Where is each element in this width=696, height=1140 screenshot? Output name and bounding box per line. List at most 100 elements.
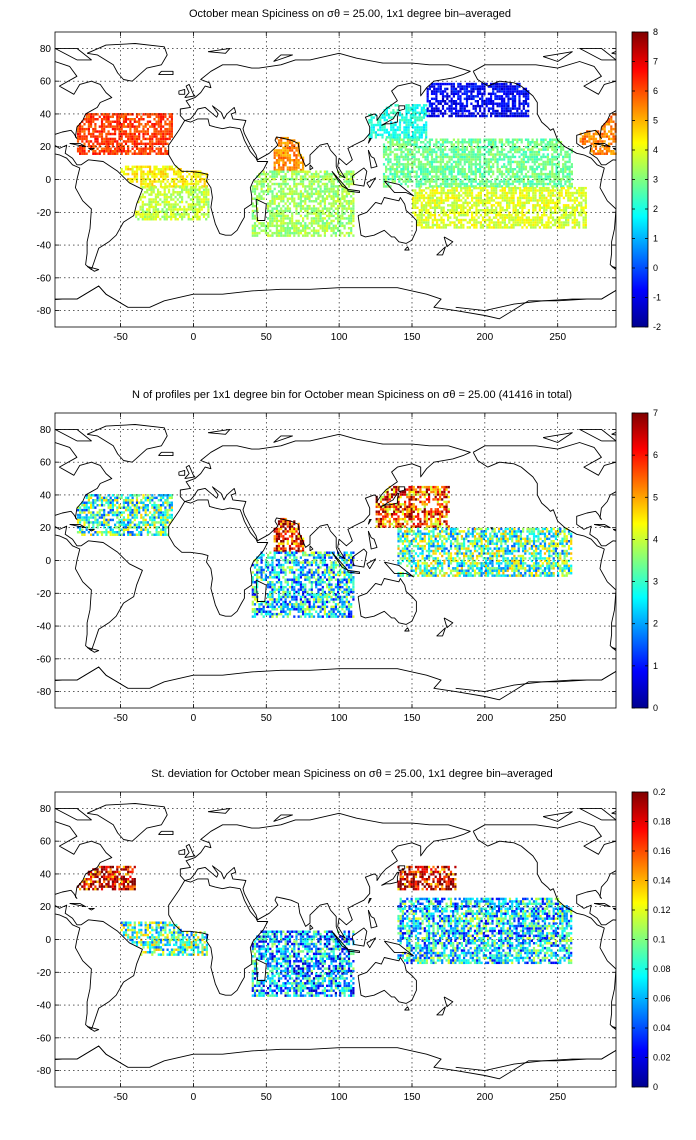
heatmap-cell bbox=[315, 197, 318, 200]
heatmap-cell bbox=[326, 222, 329, 225]
heatmap-cell bbox=[556, 199, 559, 202]
heatmap-cell bbox=[131, 132, 134, 136]
heatmap-cell bbox=[415, 175, 418, 178]
heatmap-cell bbox=[549, 177, 552, 181]
heatmap-cell bbox=[506, 216, 509, 219]
heatmap-cell bbox=[571, 204, 574, 207]
heatmap-cell bbox=[484, 186, 487, 190]
heatmap-cell bbox=[122, 113, 125, 116]
heatmap-cell bbox=[142, 165, 145, 169]
heatmap-cell bbox=[505, 87, 508, 91]
heatmap-cell bbox=[186, 175, 189, 178]
heatmap-cell bbox=[122, 130, 125, 133]
heatmap-cell bbox=[453, 206, 456, 209]
heatmap-cell bbox=[457, 204, 461, 207]
heatmap-cell bbox=[310, 200, 313, 203]
heatmap-cell bbox=[299, 231, 302, 235]
heatmap-cell bbox=[326, 229, 329, 232]
heatmap-cell bbox=[323, 222, 326, 225]
heatmap-cell bbox=[310, 185, 313, 188]
heatmap-cell bbox=[436, 201, 439, 205]
heatmap-cell bbox=[544, 182, 547, 186]
heatmap-cell bbox=[418, 116, 421, 119]
heatmap-region bbox=[382, 138, 573, 188]
heatmap-cell bbox=[475, 213, 478, 217]
heatmap-cell bbox=[379, 123, 382, 127]
heatmap-cell bbox=[155, 165, 158, 169]
heatmap-cell bbox=[321, 212, 324, 215]
heatmap-cell bbox=[551, 216, 555, 219]
heatmap-cell bbox=[527, 199, 530, 202]
heatmap-cell bbox=[273, 182, 276, 186]
heatmap-cell bbox=[470, 148, 473, 151]
heatmap-cell bbox=[522, 177, 525, 181]
heatmap-cell bbox=[422, 109, 426, 112]
heatmap-cell bbox=[569, 206, 572, 209]
heatmap-cell bbox=[120, 135, 123, 138]
heatmap-cell bbox=[170, 215, 173, 219]
heatmap-cell bbox=[451, 209, 454, 212]
heatmap-cell bbox=[332, 231, 335, 235]
heatmap-cell bbox=[505, 182, 508, 186]
heatmap-cell bbox=[140, 147, 143, 150]
heatmap-cell bbox=[420, 185, 423, 188]
heatmap-cell bbox=[465, 148, 469, 151]
heatmap-cell bbox=[414, 121, 417, 124]
heatmap-cell bbox=[510, 223, 513, 227]
heatmap-cell bbox=[131, 142, 134, 146]
heatmap-cell bbox=[142, 170, 145, 173]
heatmap-cell bbox=[501, 194, 504, 197]
heatmap-cell bbox=[567, 216, 570, 219]
heatmap-cell bbox=[508, 201, 511, 205]
heatmap-cell bbox=[452, 175, 455, 178]
heatmap-cell bbox=[416, 126, 419, 129]
heatmap-cell bbox=[308, 180, 311, 183]
heatmap-cell bbox=[439, 145, 442, 149]
heatmap-cell bbox=[472, 85, 475, 88]
heatmap-cell bbox=[520, 163, 523, 166]
heatmap-cell bbox=[450, 158, 453, 161]
heatmap-cell bbox=[476, 182, 479, 186]
heatmap-cell bbox=[524, 112, 528, 115]
heatmap-cell bbox=[441, 100, 445, 103]
heatmap-cell bbox=[297, 212, 300, 215]
heatmap-cell bbox=[575, 221, 579, 224]
heatmap-cell bbox=[118, 145, 121, 148]
heatmap-cell bbox=[326, 195, 329, 198]
heatmap-cell bbox=[496, 102, 499, 105]
heatmap-cell bbox=[304, 175, 307, 178]
heatmap-cell bbox=[425, 113, 428, 117]
heatmap-cell bbox=[321, 207, 324, 210]
heatmap-cell bbox=[499, 189, 502, 192]
heatmap-cell bbox=[575, 189, 579, 192]
heatmap-cell bbox=[352, 197, 355, 200]
heatmap-cell bbox=[422, 165, 425, 169]
heatmap-cell bbox=[441, 170, 445, 173]
heatmap-cell bbox=[150, 198, 153, 201]
heatmap-cell bbox=[558, 201, 561, 205]
heatmap-cell bbox=[164, 137, 167, 141]
heatmap-cell bbox=[202, 205, 206, 209]
heatmap-cell bbox=[551, 206, 555, 209]
heatmap-cell bbox=[299, 222, 302, 225]
heatmap-cell bbox=[286, 231, 289, 235]
heatmap-cell bbox=[183, 215, 186, 219]
heatmap-cell bbox=[512, 186, 515, 190]
heatmap-cell bbox=[291, 197, 294, 200]
heatmap-cell bbox=[487, 138, 490, 141]
heatmap-cell bbox=[447, 204, 450, 207]
heatmap-cell bbox=[393, 143, 396, 146]
heatmap-cell bbox=[319, 170, 322, 173]
heatmap-cell bbox=[163, 186, 166, 189]
heatmap-cell bbox=[308, 175, 311, 178]
heatmap-cell bbox=[402, 170, 405, 173]
heatmap-cell bbox=[406, 177, 410, 181]
heatmap-cell bbox=[347, 214, 351, 218]
heatmap-cell bbox=[496, 87, 499, 91]
heatmap-cell bbox=[415, 180, 418, 183]
heatmap-cell bbox=[501, 221, 504, 224]
heatmap-cell bbox=[553, 180, 556, 183]
heatmap-cell bbox=[308, 170, 311, 173]
heatmap-cell bbox=[555, 172, 558, 176]
heatmap-cell bbox=[79, 145, 82, 148]
